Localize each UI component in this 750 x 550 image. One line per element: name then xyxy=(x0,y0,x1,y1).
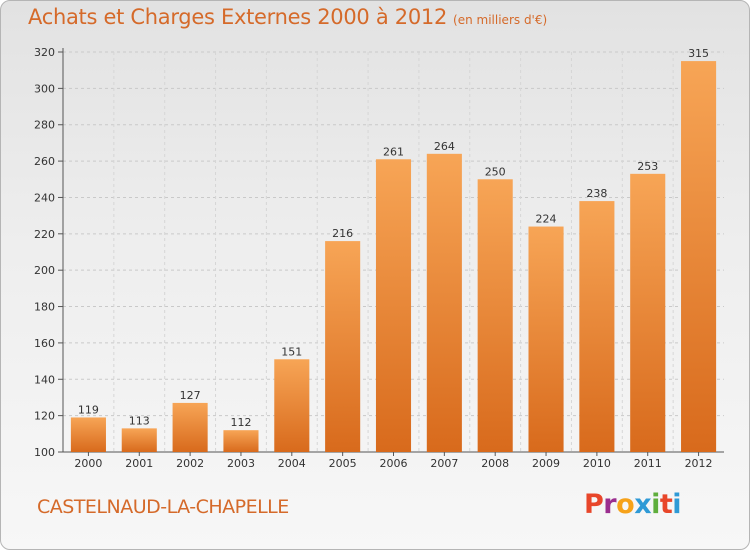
y-tick-label: 300 xyxy=(34,82,55,95)
bar xyxy=(477,179,513,453)
logo-letter: o xyxy=(616,489,635,520)
x-tick-label: 2007 xyxy=(430,457,458,470)
x-tick-label: 2000 xyxy=(74,457,102,470)
proxiti-logo[interactable]: Proxiti xyxy=(584,489,682,520)
city-name: CASTELNAUD-LA-CHAPELLE xyxy=(37,496,289,518)
bar xyxy=(121,428,157,452)
bars xyxy=(70,61,717,453)
chart-unit-label: (en milliers d'€) xyxy=(453,13,548,27)
y-tick-label: 200 xyxy=(34,264,55,277)
y-tick-label: 320 xyxy=(34,46,55,59)
data-label: 127 xyxy=(180,389,201,402)
data-label: 253 xyxy=(637,160,658,173)
y-tick-label: 280 xyxy=(34,119,55,132)
y-tick-label: 140 xyxy=(34,373,55,386)
bar xyxy=(375,159,412,453)
logo-letter: P xyxy=(584,489,604,520)
data-label: 261 xyxy=(383,145,404,158)
x-tick-label: 2006 xyxy=(380,457,408,470)
bar xyxy=(325,241,361,452)
x-tick-label: 2008 xyxy=(481,457,509,470)
bar xyxy=(274,359,310,452)
bar xyxy=(681,61,717,452)
x-tick-label: 2004 xyxy=(278,457,306,470)
bar xyxy=(70,417,106,452)
y-tick-labels: 100 120 140 160 180 200 220 240 260 280 300 320 xyxy=(34,46,55,459)
data-labels: 119 113 127 112 151 216 261 264 250 224 238 253 315 xyxy=(78,47,709,429)
logo-letter: x xyxy=(634,489,652,520)
x-tick-label: 2001 xyxy=(125,457,153,470)
x-tick-labels: 2000 2001 2002 2003 2004 2005 2006 2007 2008 2009… xyxy=(74,457,712,470)
data-label: 238 xyxy=(586,187,607,200)
x-tick-label: 2005 xyxy=(329,457,357,470)
data-label: 151 xyxy=(281,345,302,358)
x-tick-label: 2011 xyxy=(634,457,662,470)
y-tick-label: 220 xyxy=(34,228,55,241)
data-label: 264 xyxy=(434,140,455,153)
y-tick-label: 100 xyxy=(34,446,55,459)
data-label: 315 xyxy=(688,47,709,60)
logo-letter: r xyxy=(603,489,617,520)
bar xyxy=(223,430,259,452)
bar xyxy=(172,402,208,452)
logo-letter: i xyxy=(651,489,660,520)
data-label: 112 xyxy=(230,416,251,429)
data-label: 250 xyxy=(485,165,506,178)
chart-title-text: Achats et Charges Externes 2000 à 2012 xyxy=(28,5,448,29)
bar xyxy=(579,201,615,452)
data-label: 216 xyxy=(332,227,353,240)
x-tick-label: 2002 xyxy=(176,457,204,470)
y-tick-label: 260 xyxy=(34,155,55,168)
data-label: 113 xyxy=(129,414,150,427)
y-tick-label: 240 xyxy=(34,191,55,204)
logo-letter: i xyxy=(672,489,682,520)
x-tick-label: 2010 xyxy=(583,457,611,470)
data-label: 119 xyxy=(78,403,99,416)
bar xyxy=(426,153,462,452)
y-tick-label: 180 xyxy=(34,301,55,314)
data-label: 224 xyxy=(536,213,557,226)
x-tick-label: 2009 xyxy=(532,457,560,470)
bar xyxy=(630,173,666,452)
logo-letter: t xyxy=(659,489,673,520)
bar xyxy=(528,226,564,452)
x-tick-label: 2012 xyxy=(685,457,713,470)
chart-title: Achats et Charges Externes 2000 à 2012 (e… xyxy=(28,5,547,29)
y-tick-label: 120 xyxy=(34,410,55,423)
y-tick-label: 160 xyxy=(34,337,55,350)
x-tick-label: 2003 xyxy=(227,457,255,470)
